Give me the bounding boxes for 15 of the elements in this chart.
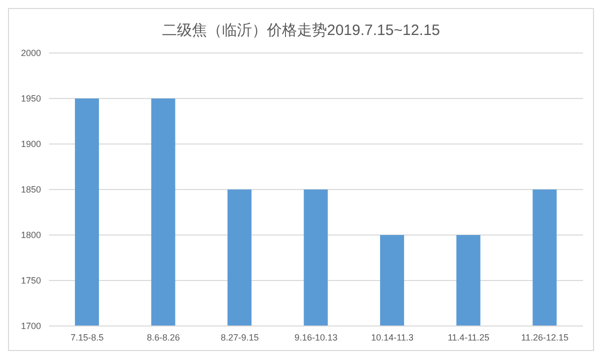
- y-tick-label: 1900: [20, 139, 41, 150]
- y-tick-label: 1950: [20, 94, 41, 104]
- y-tick-label: 1700: [20, 321, 41, 332]
- chart-title: 二级焦（临沂）价格走势2019.7.15~12.15: [160, 21, 442, 41]
- x-tick-label: 11.26-12.15: [521, 332, 569, 342]
- y-tick-label: 1750: [20, 276, 41, 286]
- x-tick-label: 8.27-9.15: [220, 332, 259, 342]
- y-tick-label: 2000: [20, 48, 41, 58]
- x-tick-label: 7.15-8.5: [70, 332, 104, 342]
- y-tick-label: 1800: [20, 230, 41, 240]
- x-tick-label: 9.16-10.13: [294, 332, 338, 342]
- x-tick-label: 10.14-11.3: [371, 332, 414, 342]
- x-tick-label: 11.4-11.25: [448, 332, 490, 342]
- x-tick-label: 8.6-8.26: [146, 332, 180, 342]
- y-tick-label: 1850: [20, 184, 41, 195]
